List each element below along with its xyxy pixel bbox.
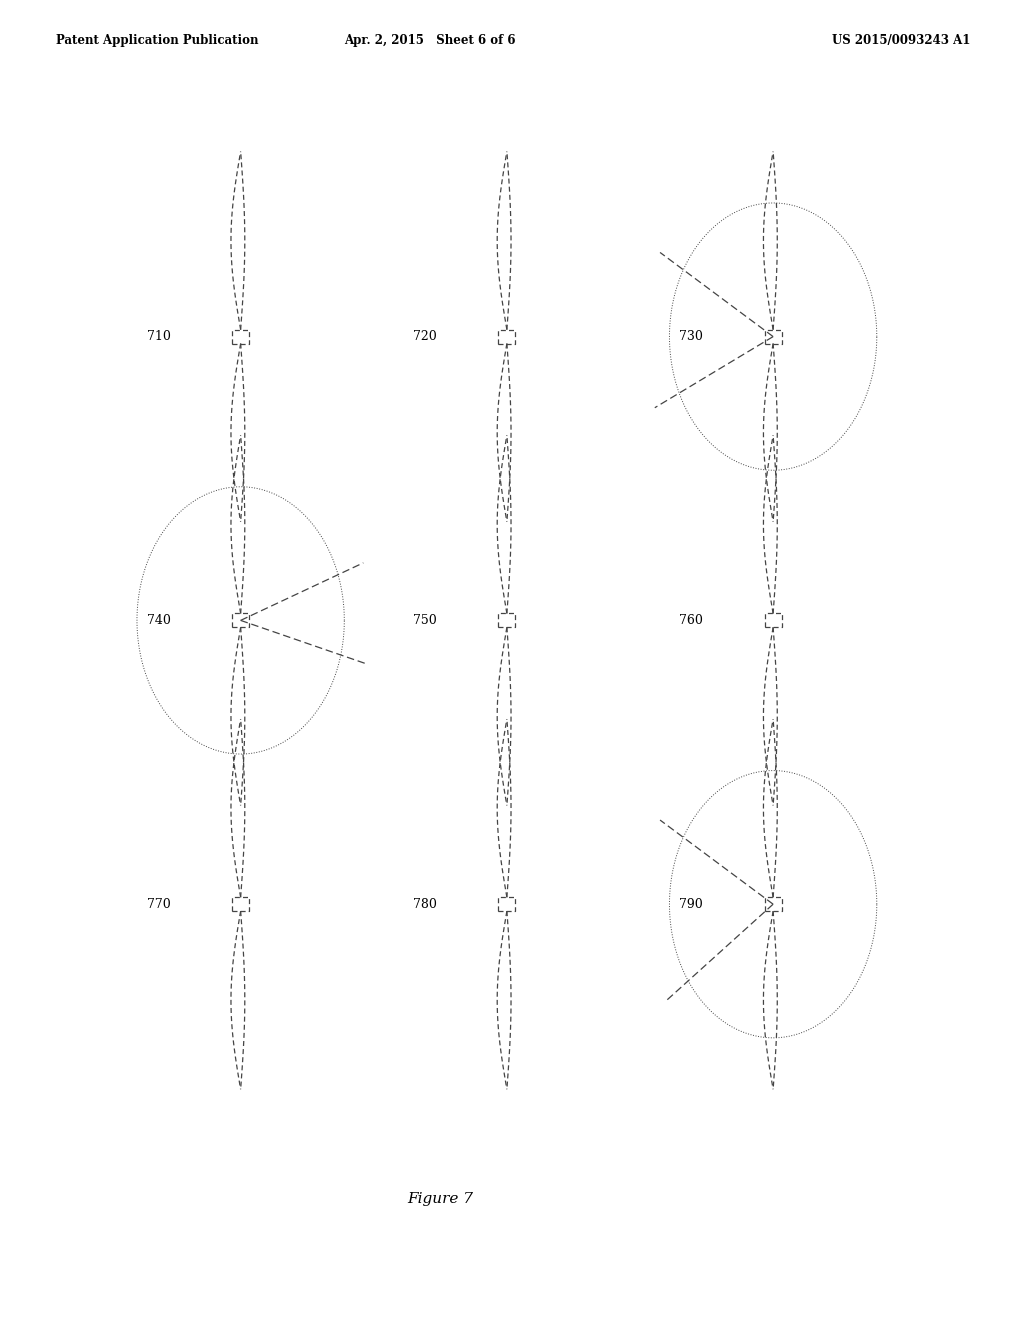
Text: 770: 770 (147, 898, 171, 911)
Bar (499, 330, 515, 343)
Bar (232, 330, 249, 343)
Text: 710: 710 (146, 330, 171, 343)
Bar (232, 614, 249, 627)
Bar (499, 898, 515, 911)
Bar (765, 898, 781, 911)
Text: Patent Application Publication: Patent Application Publication (56, 34, 259, 48)
Bar (765, 330, 781, 343)
Text: 790: 790 (680, 898, 703, 911)
Text: 750: 750 (414, 614, 437, 627)
Text: 780: 780 (413, 898, 437, 911)
Text: 730: 730 (679, 330, 703, 343)
Text: 740: 740 (146, 614, 171, 627)
Text: US 2015/0093243 A1: US 2015/0093243 A1 (831, 34, 971, 48)
Bar (499, 614, 515, 627)
Text: 760: 760 (679, 614, 703, 627)
Text: Figure 7: Figure 7 (408, 1192, 473, 1205)
Bar (232, 898, 249, 911)
Text: 720: 720 (414, 330, 437, 343)
Text: Apr. 2, 2015   Sheet 6 of 6: Apr. 2, 2015 Sheet 6 of 6 (344, 34, 516, 48)
Bar (765, 614, 781, 627)
